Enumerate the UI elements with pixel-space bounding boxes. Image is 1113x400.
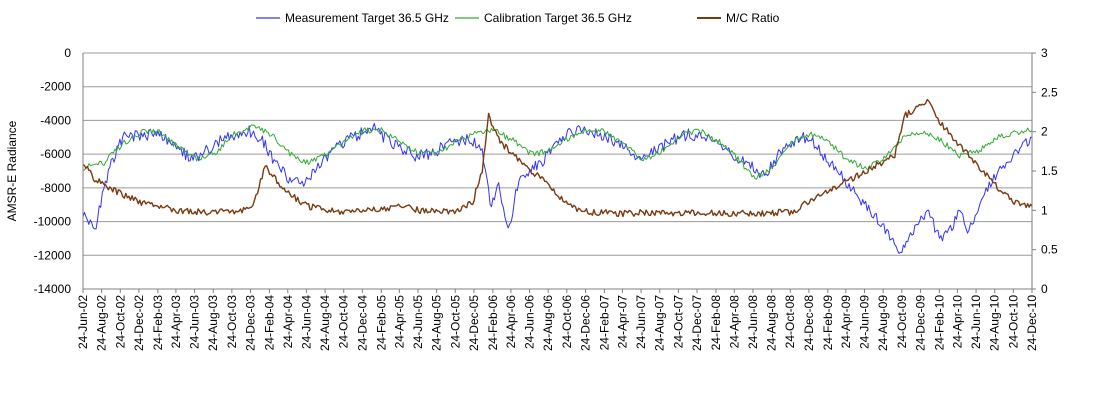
x-tick-label: 24-Apr-10 [950, 295, 964, 349]
x-tick-label: 24-Feb-03 [151, 295, 165, 351]
y-tick-label: 0 [64, 46, 71, 60]
y-tick-label: -12000 [34, 248, 72, 262]
x-tick-label: 24-Oct-08 [783, 295, 797, 349]
x-tick-label: 24-Jun-02 [76, 295, 90, 349]
y2-tick-label: 1.5 [1041, 164, 1058, 178]
x-tick-label: 24-Feb-07 [597, 295, 611, 351]
x-tick-label: 24-Oct-07 [671, 295, 685, 349]
x-tick-label: 24-Dec-04 [355, 295, 369, 351]
x-tick-label: 24-Apr-08 [727, 295, 741, 349]
x-tick-label: 24-Feb-08 [709, 295, 723, 351]
x-tick-label: 24-Dec-07 [690, 295, 704, 351]
x-tick-label: 24-Feb-10 [932, 295, 946, 351]
x-tick-label: 24-Jun-10 [969, 295, 983, 349]
x-tick-label: 24-Dec-08 [802, 295, 816, 351]
x-tick-label: 24-Jun-05 [411, 295, 425, 349]
x-tick-label: 24-Jun-04 [299, 295, 313, 349]
x-tick-label: 24-Feb-06 [486, 295, 500, 351]
y-tick-label: -2000 [40, 80, 71, 94]
y-tick-label: -10000 [34, 215, 72, 229]
x-tick-label: 24-Oct-04 [337, 295, 351, 349]
y-axis-title: AMSR-E Radiance [5, 120, 19, 221]
x-tick-label: 24-Aug-03 [206, 295, 220, 351]
legend-entry: M/C Ratio [697, 11, 780, 25]
y2-tick-label: 0 [1041, 282, 1048, 296]
x-tick-label: 24-Dec-03 [243, 295, 257, 351]
x-tick-label: 24-Apr-06 [504, 295, 518, 349]
series-line [82, 124, 1033, 180]
x-tick-label: 24-Feb-05 [374, 295, 388, 351]
y-tick-label: -14000 [34, 282, 72, 296]
x-tick-label: 24-Oct-09 [895, 295, 909, 349]
x-tick-label: 24-Jun-08 [746, 295, 760, 349]
x-tick-label: 24-Aug-07 [653, 295, 667, 351]
x-tick-label: 24-Oct-10 [1006, 295, 1020, 349]
plot-area [82, 98, 1033, 254]
x-tick-label: 24-Apr-04 [281, 295, 295, 349]
y2-tick-label: 2.5 [1041, 85, 1058, 99]
y-tick-label: -4000 [40, 113, 71, 127]
x-tick-label: 24-Feb-04 [262, 295, 276, 351]
x-tick-label: 24-Apr-09 [839, 295, 853, 349]
x-tick-label: 24-Dec-02 [132, 295, 146, 351]
x-tick-label: 24-Aug-06 [541, 295, 555, 351]
x-tick-label: 24-Aug-08 [765, 295, 779, 351]
x-tick-label: 24-Apr-07 [615, 295, 629, 349]
x-tick-label: 24-Jun-06 [523, 295, 537, 349]
x-tick-label: 24-Oct-03 [225, 295, 239, 349]
legend-label: M/C Ratio [726, 11, 780, 25]
y-tick-label: -6000 [40, 147, 71, 161]
x-tick-label: 24-Oct-05 [448, 295, 462, 349]
x-tick-label: 24-Aug-10 [988, 295, 1002, 351]
y-tick-label: -8000 [40, 181, 71, 195]
y2-tick-label: 3 [1041, 46, 1048, 60]
x-tick-label: 24-Dec-06 [578, 295, 592, 351]
x-tick-label: 24-Oct-02 [113, 295, 127, 349]
x-tick-label: 24-Aug-09 [876, 295, 890, 351]
legend-label: Measurement Target 36.5 GHz [285, 11, 449, 25]
axes: 0 -2000 -4000 -6000 -8000 -10000 -12000 -14000 0… [34, 46, 1058, 351]
x-tick-label: 24-Aug-04 [318, 295, 332, 351]
x-tick-label: 24-Apr-03 [169, 295, 183, 349]
x-tick-label: 24-Oct-06 [560, 295, 574, 349]
y2-tick-label: 0.5 [1041, 243, 1058, 257]
x-tick-label: 24-Dec-10 [1025, 295, 1039, 351]
y2-tick-label: 1 [1041, 203, 1048, 217]
x-tick-label: 24-Aug-05 [430, 295, 444, 351]
x-tick-label: 24-Feb-09 [821, 295, 835, 351]
legend-label: Calibration Target 36.5 GHz [484, 11, 632, 25]
x-tick-label: 24-Aug-02 [95, 295, 109, 351]
legend: Measurement Target 36.5 GHz Calibration T… [256, 11, 780, 25]
legend-entry: Measurement Target 36.5 GHz [256, 11, 449, 25]
x-tick-label: 24-Dec-05 [467, 295, 481, 351]
x-tick-label: 24-Jun-03 [188, 295, 202, 349]
x-tick-label: 24-Apr-05 [392, 295, 406, 349]
x-tick-label: 24-Jun-07 [634, 295, 648, 349]
y2-tick-label: 2 [1041, 125, 1048, 139]
x-tick-label: 24-Dec-09 [913, 295, 927, 351]
gridlines [83, 52, 1032, 290]
legend-entry: Calibration Target 36.5 GHz [455, 11, 632, 25]
x-tick-label: 24-Jun-09 [858, 295, 872, 349]
series-line [82, 122, 1033, 254]
series-line [82, 98, 1033, 218]
